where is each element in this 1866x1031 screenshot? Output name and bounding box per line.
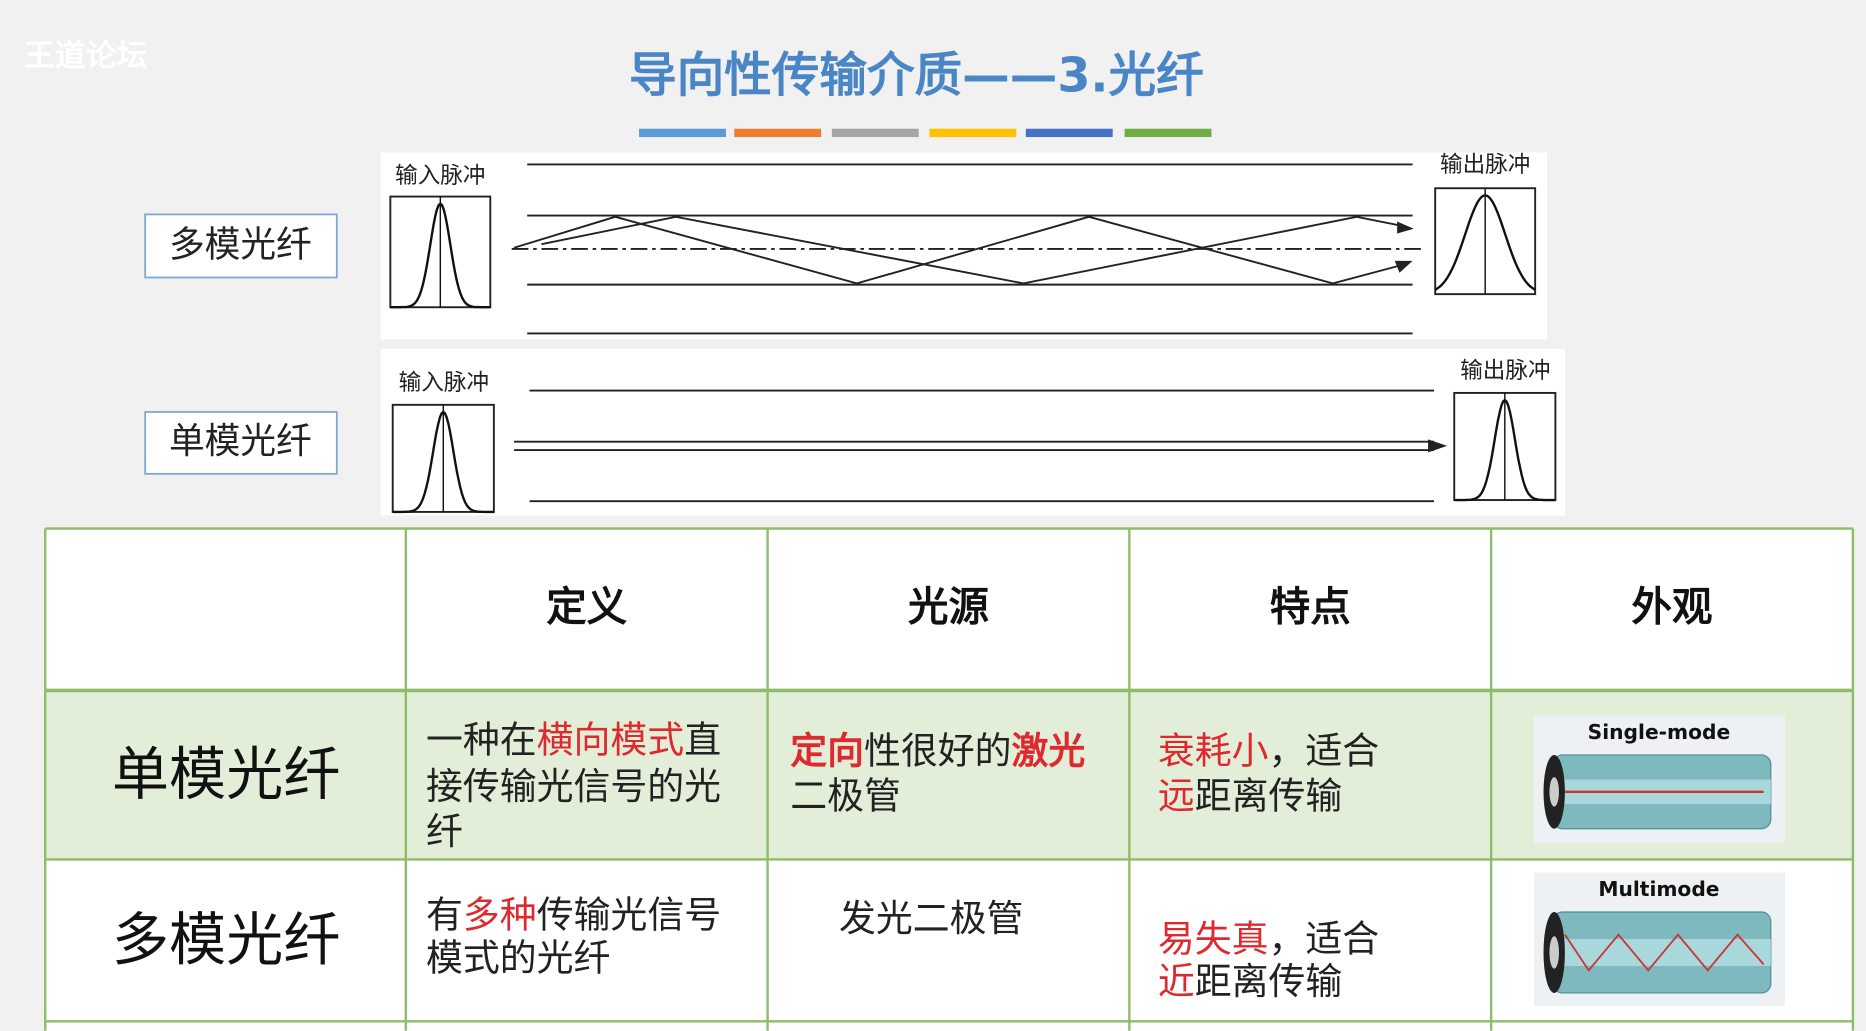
cell-text: 距离传输 <box>1195 960 1343 1003</box>
accent-bar <box>1124 128 1212 138</box>
accent-bar <box>929 128 1017 138</box>
cell-text: 传输光信号 <box>537 893 721 936</box>
highlight-text: 激光 <box>1011 729 1085 772</box>
accent-bar <box>1025 128 1113 138</box>
column-header: 特点 <box>1270 583 1351 631</box>
cell-text: 纤 <box>426 810 463 853</box>
cell-line: 远距离传输 <box>1158 774 1342 817</box>
accent-bars <box>639 128 1212 138</box>
title: 导向性传输介质——3.光纤 <box>629 49 1204 104</box>
label-box <box>144 213 338 279</box>
fiber-core <box>1553 938 1771 966</box>
accent-bar <box>639 128 726 138</box>
table: 定义 光源 特点 外观单模光纤一种在横向模式直接传输光信号的光纤定向性很好的激光二极管… <box>112 583 1786 1006</box>
cell-text: 有 <box>426 893 463 936</box>
cell-text: 距离传输 <box>1195 774 1343 817</box>
cell-line: 模式的光纤 <box>426 936 610 979</box>
highlight-text: 易失真 <box>1158 917 1269 960</box>
cell-line: 近距离传输 <box>1158 960 1342 1003</box>
cell-text: 性很好的 <box>864 729 1012 772</box>
highlight-text: 衰耗小 <box>1158 729 1269 772</box>
grid <box>44 527 1855 1031</box>
cell-text: ，适合 <box>1269 917 1380 960</box>
output-label: 输出脉冲 <box>1460 358 1550 384</box>
fiber-end-core <box>1549 777 1559 807</box>
row-label: 单模光纤 <box>112 742 340 808</box>
cell-line: 纤 <box>426 810 463 853</box>
highlight-text: 横向模式 <box>537 718 685 761</box>
image-label: Multimode <box>1598 877 1719 901</box>
column-header: 外观 <box>1632 583 1713 631</box>
accent-bar <box>734 128 822 138</box>
row-label: 多模光纤 <box>112 908 340 974</box>
watermark: 王道论坛 <box>24 38 148 74</box>
cell-line: 发光二极管 <box>839 897 1023 940</box>
diagram-label: 单模光纤 <box>169 421 312 462</box>
table-header-bg <box>45 528 1853 691</box>
highlight-text: 多种 <box>463 893 537 936</box>
diagram-panel <box>380 152 1548 340</box>
cell-text: 发光二极管 <box>839 897 1023 940</box>
cell-line: 接传输光信号的光 <box>426 765 721 808</box>
input-label: 输入脉冲 <box>395 163 485 189</box>
cell-line: 易失真，适合 <box>1158 917 1379 960</box>
highlight-text: 远 <box>1158 774 1195 817</box>
cell-text: 直 <box>684 718 721 761</box>
cell-line: 定向性很好的激光 <box>790 729 1085 772</box>
light-path <box>1564 933 1765 972</box>
cell-text: 一种在 <box>426 718 537 761</box>
cell-text: ，适合 <box>1269 729 1380 772</box>
fiber-end-core <box>1549 936 1559 969</box>
cell-line: 一种在横向模式直 <box>426 718 721 761</box>
single-mode-fiber <box>391 389 1557 513</box>
accent-bar <box>831 128 919 138</box>
column-header: 光源 <box>908 583 989 631</box>
cell-line: 二极管 <box>790 774 901 817</box>
cell-line: 有多种传输光信号 <box>426 893 721 936</box>
input-label: 输入脉冲 <box>399 370 489 396</box>
cell-text: 模式的光纤 <box>426 936 610 979</box>
diagram-panel <box>380 348 1565 516</box>
image-label: Single-mode <box>1588 720 1731 744</box>
diagram-label: 多模光纤 <box>169 225 312 266</box>
highlight-text: 定向 <box>790 729 864 772</box>
highlight-text: 近 <box>1158 960 1195 1003</box>
column-header: 定义 <box>546 583 627 631</box>
cell-text: 接传输光信号的光 <box>426 765 721 808</box>
output-label: 输出脉冲 <box>1440 152 1530 178</box>
label-box <box>144 411 338 475</box>
cell-line: 衰耗小，适合 <box>1158 729 1379 772</box>
cell-text: 二极管 <box>790 774 901 817</box>
pulses <box>390 188 1556 514</box>
multimode-fiber <box>389 163 1537 335</box>
